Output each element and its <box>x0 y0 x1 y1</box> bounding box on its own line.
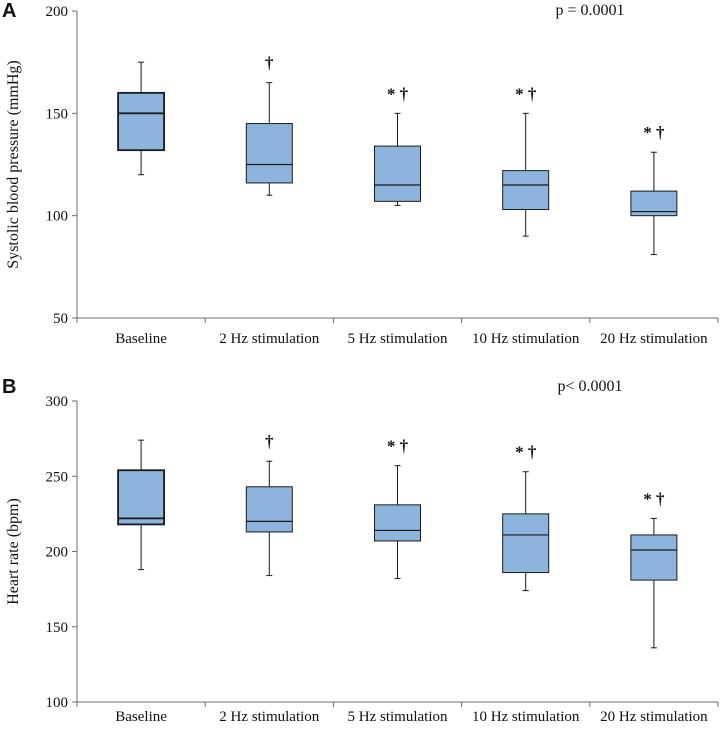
panel-label: B <box>2 376 16 398</box>
significance-marker: * † <box>387 84 409 103</box>
p-value-annotation: p = 0.0001 <box>555 2 624 19</box>
y-tick-label: 150 <box>46 106 69 122</box>
significance-marker: * † <box>643 489 665 508</box>
category-label: Baseline <box>115 709 167 725</box>
panel-label: A <box>2 0 16 22</box>
box-3: * † 5 Hz stimulation <box>348 437 448 725</box>
category-label: Baseline <box>115 331 167 347</box>
box-1: Baseline <box>115 439 167 725</box>
y-tick-label: 100 <box>46 695 69 711</box>
iqr-box <box>245 123 293 184</box>
category-label: 20 Hz stimulation <box>600 709 708 725</box>
significance-marker: * † <box>643 123 665 142</box>
category-label: 10 Hz stimulation <box>472 331 580 347</box>
significance-marker: * † <box>515 443 537 462</box>
iqr-box <box>630 534 678 581</box>
significance-marker: * † <box>515 84 537 103</box>
category-label: 2 Hz stimulation <box>219 331 319 347</box>
box-2: † 2 Hz stimulation <box>219 54 319 347</box>
category-label: 5 Hz stimulation <box>348 331 448 347</box>
y-axis-label: Heart rate (bpm) <box>5 498 22 605</box>
y-tick-label: 300 <box>46 394 69 410</box>
panel-a: A 50 100 150 200 Systolic blood pressure (mmH… <box>2 0 719 347</box>
box-5: * † 20 Hz stimulation <box>600 489 708 725</box>
box-4: * † 10 Hz stimulation <box>472 443 580 725</box>
iqr-box <box>117 469 165 526</box>
iqr-box <box>374 145 421 202</box>
category-label: 2 Hz stimulation <box>219 709 319 725</box>
iqr-box <box>502 513 550 574</box>
iqr-box <box>502 170 550 211</box>
y-tick-label: 150 <box>46 620 69 636</box>
box-2: † 2 Hz stimulation <box>219 432 319 725</box>
y-tick-label: 50 <box>53 311 68 327</box>
y-axis-label: Systolic blood pressure (mmHg) <box>5 60 22 268</box>
significance-marker: † <box>265 54 274 73</box>
panel-b: B 100 150 200 250 300 Heart rate (bpm) p< 0.000… <box>2 376 719 725</box>
box-5: * † 20 Hz stimulation <box>600 123 708 347</box>
significance-marker: † <box>265 432 274 451</box>
y-tick-label: 200 <box>46 545 69 561</box>
category-label: 10 Hz stimulation <box>472 709 580 725</box>
category-label: 20 Hz stimulation <box>600 331 708 347</box>
box-4: * † 10 Hz stimulation <box>472 84 580 347</box>
p-value-annotation: p< 0.0001 <box>557 378 622 395</box>
significance-marker: * † <box>387 437 409 456</box>
y-tick-label: 250 <box>46 469 69 485</box>
iqr-box <box>117 91 165 152</box>
iqr-box <box>374 504 421 542</box>
y-tick-label: 100 <box>46 209 69 225</box>
y-tick-label: 200 <box>46 4 69 20</box>
box-3: * † 5 Hz stimulation <box>348 84 448 347</box>
category-label: 5 Hz stimulation <box>348 709 448 725</box>
box-1: Baseline <box>115 61 167 347</box>
iqr-box <box>245 486 293 533</box>
